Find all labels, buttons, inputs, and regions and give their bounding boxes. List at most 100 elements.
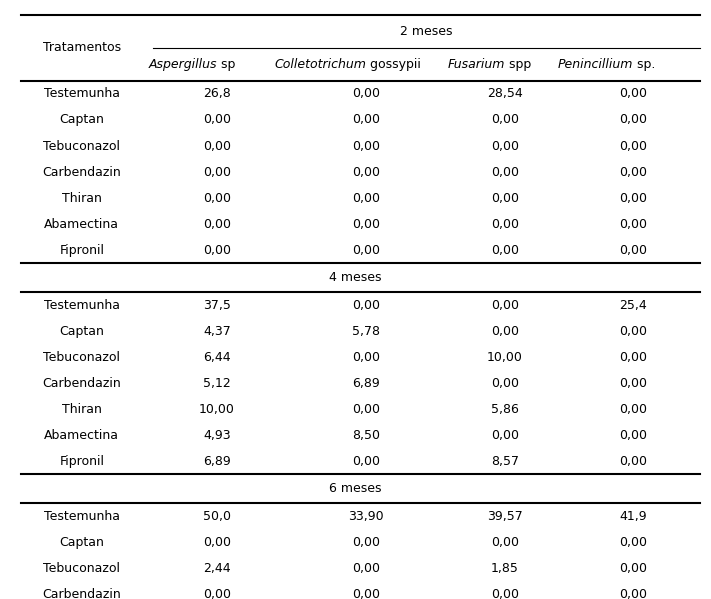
Text: gossypii: gossypii	[366, 58, 421, 71]
Text: Abamectina: Abamectina	[44, 217, 119, 231]
Text: 10,00: 10,00	[487, 350, 523, 364]
Text: 0,00: 0,00	[203, 113, 231, 126]
Text: 6,89: 6,89	[352, 377, 380, 390]
Text: Tebuconazol: Tebuconazol	[43, 562, 120, 575]
Text: 0,00: 0,00	[619, 429, 647, 442]
Text: 0,00: 0,00	[203, 217, 231, 231]
Text: 2 meses: 2 meses	[400, 25, 453, 38]
Text: 0,00: 0,00	[619, 562, 647, 575]
Text: 0,00: 0,00	[203, 192, 231, 205]
Text: Thiran: Thiran	[62, 403, 102, 416]
Text: Captan: Captan	[59, 113, 105, 126]
Text: 0,00: 0,00	[619, 588, 647, 599]
Text: 0,00: 0,00	[619, 536, 647, 549]
Text: 33,90: 33,90	[348, 510, 384, 523]
Text: 1,85: 1,85	[491, 562, 519, 575]
Text: 5,86: 5,86	[491, 403, 519, 416]
Text: Testemunha: Testemunha	[44, 510, 119, 523]
Text: spp: spp	[505, 58, 531, 71]
Text: Aspergillus: Aspergillus	[149, 58, 217, 71]
Text: 0,00: 0,00	[352, 350, 380, 364]
Text: 0,00: 0,00	[491, 429, 519, 442]
Text: 37,5: 37,5	[203, 298, 231, 311]
Text: sp: sp	[217, 58, 235, 71]
Text: 0,00: 0,00	[203, 140, 231, 153]
Text: 0,00: 0,00	[491, 217, 519, 231]
Text: 8,57: 8,57	[491, 455, 519, 468]
Text: Colletotrichum: Colletotrichum	[274, 58, 366, 71]
Text: Abamectina: Abamectina	[44, 429, 119, 442]
Text: 4 meses: 4 meses	[329, 271, 382, 284]
Text: 5,12: 5,12	[203, 377, 231, 390]
Text: 2,44: 2,44	[203, 562, 230, 575]
Text: Testemunha: Testemunha	[44, 87, 119, 101]
Text: Thiran: Thiran	[62, 192, 102, 205]
Text: Testemunha: Testemunha	[44, 298, 119, 311]
Text: 0,00: 0,00	[352, 536, 380, 549]
Text: 0,00: 0,00	[352, 140, 380, 153]
Text: 0,00: 0,00	[491, 165, 519, 179]
Text: 0,00: 0,00	[619, 455, 647, 468]
Text: 10,00: 10,00	[199, 403, 235, 416]
Text: 0,00: 0,00	[352, 217, 380, 231]
Text: 4,93: 4,93	[203, 429, 230, 442]
Text: Fusarium: Fusarium	[447, 58, 505, 71]
Text: 0,00: 0,00	[619, 403, 647, 416]
Text: 39,57: 39,57	[487, 510, 523, 523]
Text: 0,00: 0,00	[491, 377, 519, 390]
Text: 6,44: 6,44	[203, 350, 230, 364]
Text: 0,00: 0,00	[203, 588, 231, 599]
Text: 0,00: 0,00	[352, 562, 380, 575]
Text: 0,00: 0,00	[619, 217, 647, 231]
Text: Fipronil: Fipronil	[59, 244, 105, 257]
Text: 0,00: 0,00	[491, 244, 519, 257]
Text: 0,00: 0,00	[352, 298, 380, 311]
Text: 50,0: 50,0	[203, 510, 231, 523]
Text: 0,00: 0,00	[352, 588, 380, 599]
Text: Fipronil: Fipronil	[59, 455, 105, 468]
Text: 0,00: 0,00	[352, 165, 380, 179]
Text: 6,89: 6,89	[203, 455, 231, 468]
Text: 6 meses: 6 meses	[329, 482, 382, 495]
Text: 0,00: 0,00	[619, 165, 647, 179]
Text: 0,00: 0,00	[352, 403, 380, 416]
Text: Carbendazin: Carbendazin	[43, 588, 121, 599]
Text: 0,00: 0,00	[491, 140, 519, 153]
Text: 0,00: 0,00	[203, 165, 231, 179]
Text: 0,00: 0,00	[491, 588, 519, 599]
Text: 0,00: 0,00	[491, 192, 519, 205]
Text: 0,00: 0,00	[491, 113, 519, 126]
Text: 5,78: 5,78	[352, 325, 380, 338]
Text: Tratamentos: Tratamentos	[43, 41, 121, 55]
Text: 0,00: 0,00	[203, 244, 231, 257]
Text: 4,37: 4,37	[203, 325, 231, 338]
Text: 25,4: 25,4	[619, 298, 647, 311]
Text: 0,00: 0,00	[491, 298, 519, 311]
Text: 41,9: 41,9	[619, 510, 646, 523]
Text: 0,00: 0,00	[619, 350, 647, 364]
Text: 0,00: 0,00	[619, 87, 647, 101]
Text: sp.: sp.	[633, 58, 655, 71]
Text: 0,00: 0,00	[203, 536, 231, 549]
Text: Carbendazin: Carbendazin	[43, 377, 121, 390]
Text: Tebuconazol: Tebuconazol	[43, 350, 120, 364]
Text: Captan: Captan	[59, 325, 105, 338]
Text: 0,00: 0,00	[352, 113, 380, 126]
Text: 28,54: 28,54	[487, 87, 523, 101]
Text: 8,50: 8,50	[352, 429, 380, 442]
Text: 0,00: 0,00	[619, 377, 647, 390]
Text: 0,00: 0,00	[352, 192, 380, 205]
Text: 0,00: 0,00	[352, 244, 380, 257]
Text: 0,00: 0,00	[619, 244, 647, 257]
Text: 0,00: 0,00	[619, 113, 647, 126]
Text: Tebuconazol: Tebuconazol	[43, 140, 120, 153]
Text: 26,8: 26,8	[203, 87, 231, 101]
Text: Penincillium: Penincillium	[557, 58, 633, 71]
Text: Captan: Captan	[59, 536, 105, 549]
Text: 0,00: 0,00	[352, 455, 380, 468]
Text: Carbendazin: Carbendazin	[43, 165, 121, 179]
Text: 0,00: 0,00	[352, 87, 380, 101]
Text: 0,00: 0,00	[491, 536, 519, 549]
Text: 0,00: 0,00	[491, 325, 519, 338]
Text: 0,00: 0,00	[619, 192, 647, 205]
